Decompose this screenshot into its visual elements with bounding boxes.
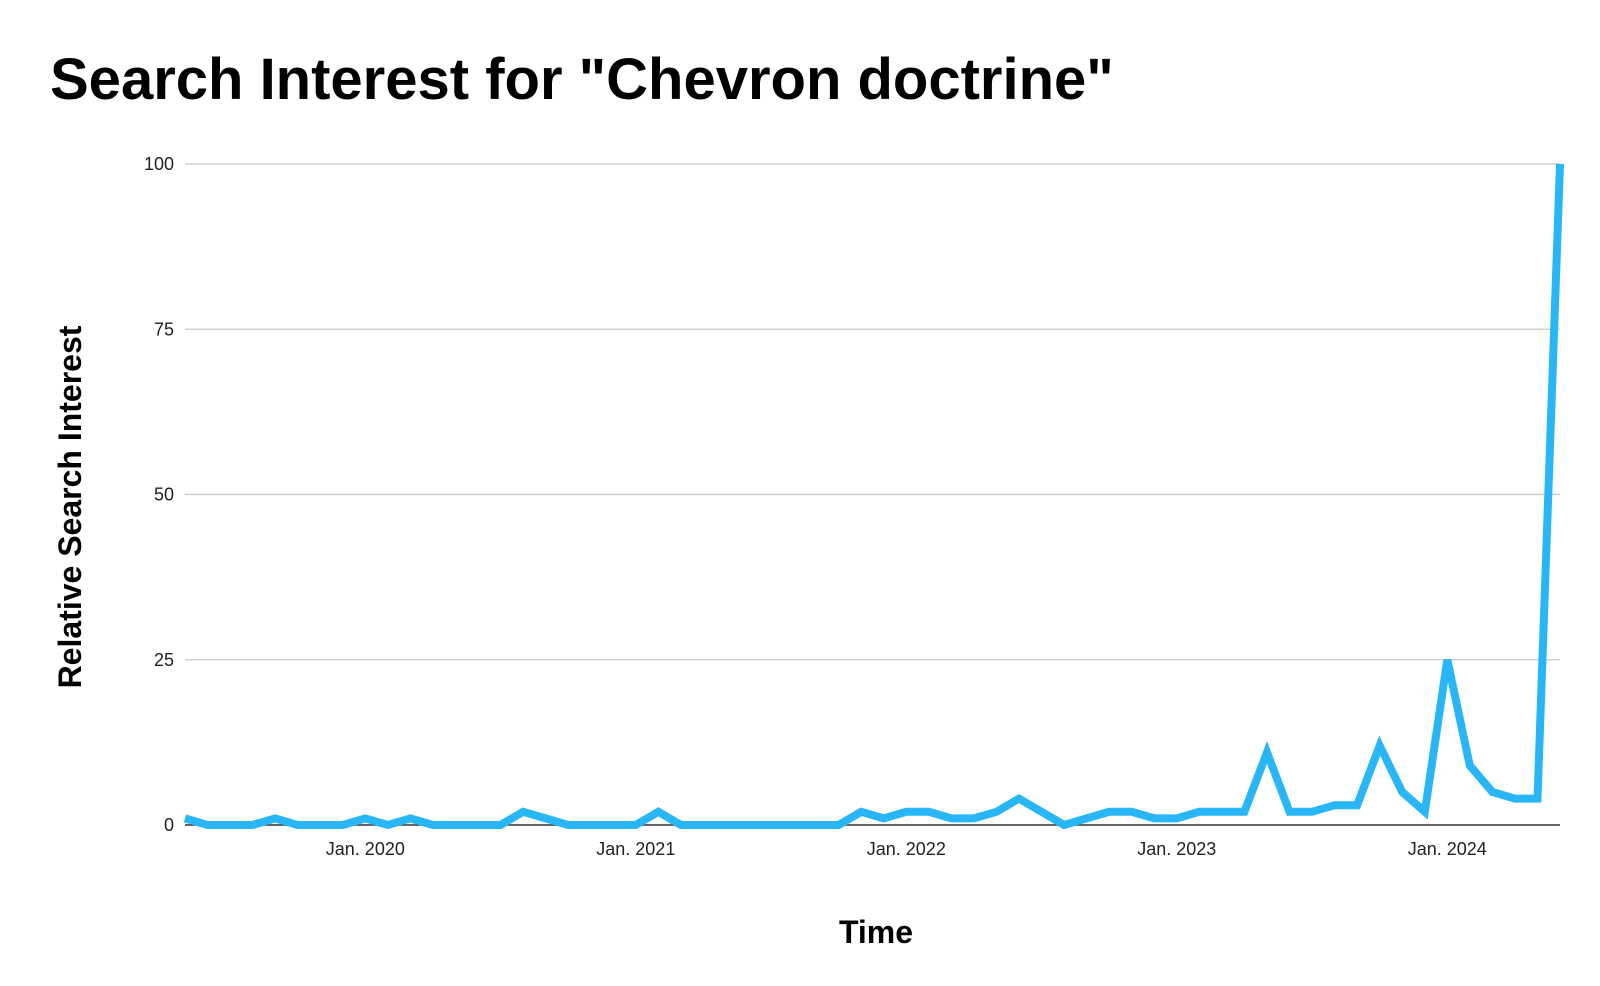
- y-axis-title: Relative Search Interest: [52, 325, 88, 688]
- x-tick-label: Jan. 2020: [326, 839, 405, 859]
- x-tick-labels: Jan. 2020 Jan. 2021 Jan. 2022 Jan. 2023 Jan.…: [326, 839, 1487, 859]
- y-tick-label: 75: [154, 319, 174, 339]
- grid-lines: [185, 163, 1560, 661]
- y-tick-label: 100: [144, 154, 174, 174]
- y-tick-label: 25: [154, 650, 174, 670]
- x-axis-title: Time: [839, 914, 913, 950]
- x-tick-label: Jan. 2024: [1408, 839, 1487, 859]
- x-tick-label: Jan. 2022: [867, 839, 946, 859]
- y-tick-label: 50: [154, 485, 174, 505]
- chart-title: Search Interest for "Chevron doctrine": [50, 47, 1114, 112]
- y-tick-label: 0: [164, 815, 174, 835]
- series-layer: [183, 163, 1564, 830]
- y-tick-labels: 0 25 50 75 100: [144, 154, 174, 835]
- series-line-0: [183, 163, 1564, 830]
- x-tick-label: Jan. 2023: [1137, 839, 1216, 859]
- x-tick-label: Jan. 2021: [596, 839, 675, 859]
